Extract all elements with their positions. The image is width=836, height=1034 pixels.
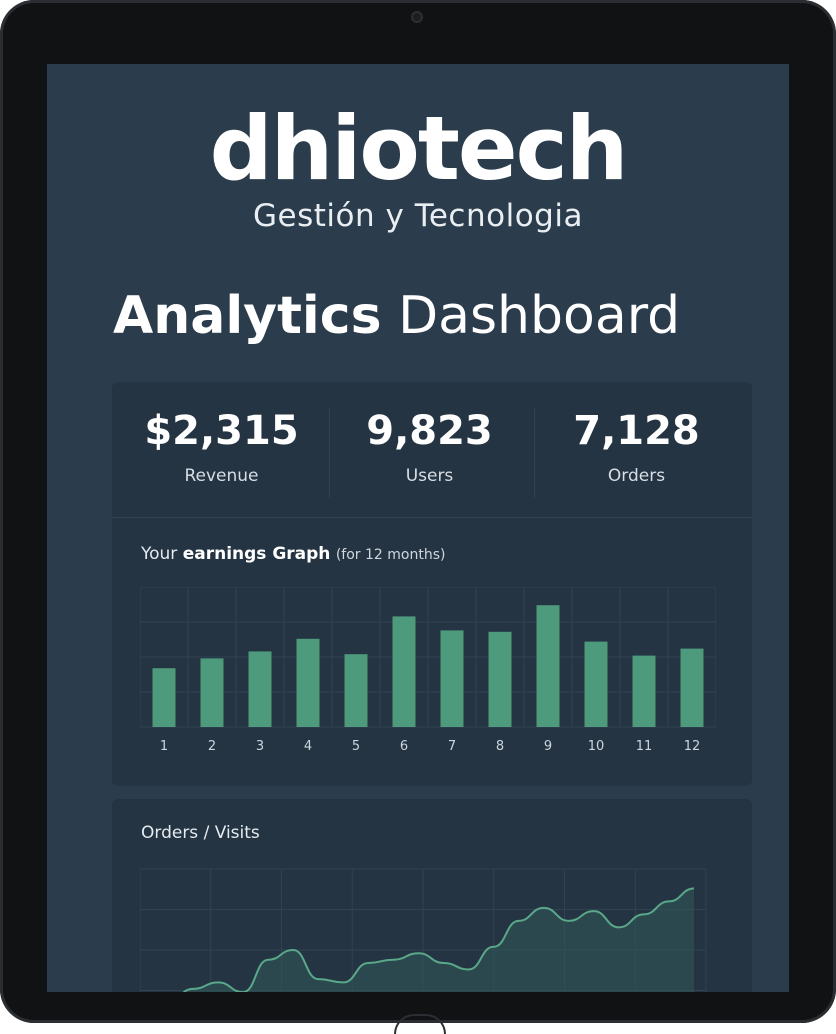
- x-tick-label: 9: [544, 739, 552, 754]
- series-line: [182, 887, 695, 992]
- x-tick-label: 6: [400, 739, 408, 754]
- stat-divider: [329, 408, 330, 498]
- bar-month-11: [632, 655, 656, 727]
- earnings-title-subtitle: (for 12 months): [335, 547, 446, 563]
- x-tick-label: 1: [160, 739, 168, 754]
- x-tick-label: 2: [208, 739, 216, 754]
- stat-value: $2,315: [144, 408, 299, 454]
- bar-month-12: [680, 648, 704, 727]
- bar-month-7: [440, 630, 464, 727]
- x-tick-label: 4: [304, 739, 312, 754]
- bar-month-2: [200, 658, 224, 727]
- stat-divider: [534, 408, 535, 498]
- orders-visits-area-chart: [140, 868, 707, 992]
- earnings-bar-chart: 1 2 3 4 5 6 7 8 9 10 11 12: [140, 587, 716, 754]
- x-tick-label: 8: [496, 739, 504, 754]
- x-tick-label: 7: [448, 739, 456, 754]
- page-title: Analytics Dashboard: [113, 284, 680, 348]
- bar-month-5: [344, 654, 368, 727]
- brand-logo: dhiotech: [209, 97, 629, 200]
- stat-revenue[interactable]: $2,315 Revenue: [119, 408, 324, 486]
- bar-month-9: [536, 605, 560, 727]
- stat-orders[interactable]: 7,128 Orders: [534, 408, 739, 486]
- stat-label: Orders: [607, 466, 666, 486]
- bar-month-3: [248, 651, 272, 727]
- stat-label: Revenue: [184, 466, 259, 486]
- camera-icon: [411, 11, 423, 23]
- orders-visits-card: Orders / Visits: [112, 799, 752, 992]
- bar-month-1: [152, 668, 176, 727]
- x-tick-label: 10: [588, 739, 605, 754]
- bar-month-10: [584, 641, 608, 727]
- stat-users[interactable]: 9,823 Users: [327, 408, 532, 486]
- earnings-chart-title: Your earnings Graph (for 12 months): [141, 544, 445, 564]
- brand-tagline: Gestión y Tecnologia: [253, 198, 583, 234]
- home-button[interactable]: [394, 1014, 446, 1034]
- x-tick-label: 5: [352, 739, 360, 754]
- area-fill: [184, 888, 694, 992]
- divider: [112, 517, 752, 518]
- screen: dhiotech Gestión y Tecnologia Analytics …: [47, 64, 789, 992]
- stats-card: $2,315 Revenue 9,823 Users 7,128 Orders …: [112, 382, 752, 786]
- x-tick-label: 12: [684, 739, 701, 754]
- stat-value: 9,823: [366, 408, 493, 454]
- orders-visits-title: Orders / Visits: [141, 823, 260, 843]
- earnings-title-prefix: Your: [141, 544, 178, 564]
- stat-label: Users: [405, 466, 454, 486]
- stat-value: 7,128: [573, 408, 700, 454]
- page-title-rest: Dashboard: [398, 286, 681, 346]
- x-tick-label: 11: [636, 739, 653, 754]
- bar-month-4: [296, 638, 320, 727]
- bar-month-8: [488, 631, 512, 727]
- x-tick-label: 3: [256, 739, 264, 754]
- bar-month-6: [392, 616, 416, 727]
- earnings-title-bold: earnings Graph: [182, 544, 331, 564]
- page-title-bold: Analytics: [113, 286, 382, 346]
